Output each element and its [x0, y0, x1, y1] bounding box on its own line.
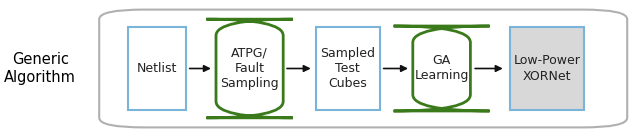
Text: Netlist: Netlist	[136, 62, 177, 75]
Text: GA
Learning: GA Learning	[415, 55, 468, 82]
Text: Sampled
Test
Cubes: Sampled Test Cubes	[320, 47, 375, 90]
Text: Low-Power
XORNet: Low-Power XORNet	[514, 55, 580, 82]
FancyBboxPatch shape	[128, 27, 186, 110]
Text: Generic
Algorithm: Generic Algorithm	[4, 52, 76, 85]
FancyBboxPatch shape	[99, 10, 627, 127]
FancyBboxPatch shape	[206, 19, 293, 118]
FancyBboxPatch shape	[394, 26, 490, 111]
FancyBboxPatch shape	[316, 27, 380, 110]
Text: ATPG/
Fault
Sampling: ATPG/ Fault Sampling	[220, 47, 279, 90]
FancyBboxPatch shape	[511, 27, 584, 110]
